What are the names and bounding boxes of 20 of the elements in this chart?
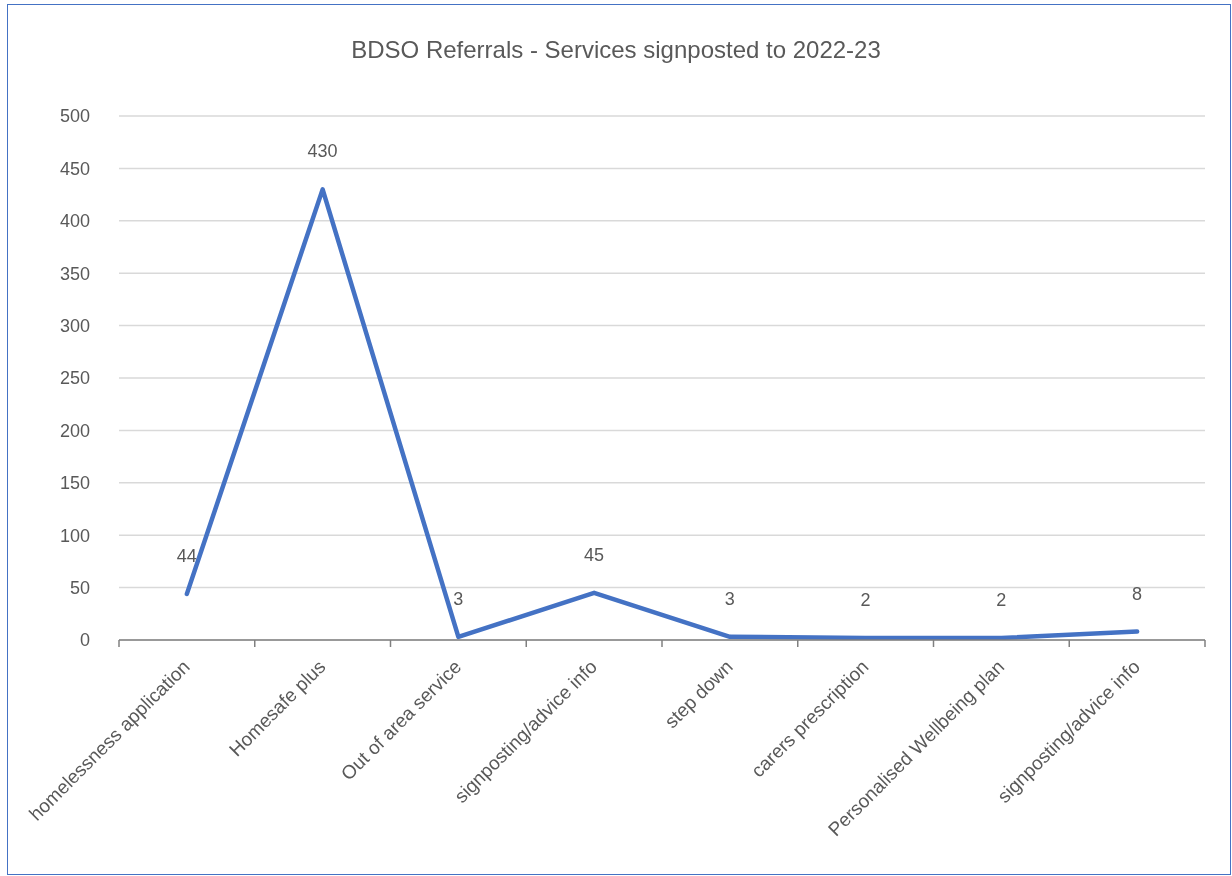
data-label: 2 bbox=[996, 589, 1007, 610]
y-tick-label: 150 bbox=[59, 473, 90, 494]
data-label: 430 bbox=[307, 141, 338, 162]
y-tick-label: 300 bbox=[59, 315, 90, 336]
y-tick-label: 500 bbox=[59, 106, 90, 127]
data-label: 45 bbox=[584, 544, 605, 565]
data-label: 44 bbox=[176, 545, 197, 566]
chart-title: BDSO Referrals - Services signposted to 2022-23 bbox=[350, 36, 882, 64]
data-label: 3 bbox=[453, 588, 464, 609]
data-label: 2 bbox=[860, 589, 871, 610]
y-tick-label: 400 bbox=[59, 211, 90, 232]
y-tick-label: 50 bbox=[69, 577, 90, 598]
y-tick-label: 250 bbox=[59, 368, 90, 389]
y-tick-label: 450 bbox=[59, 158, 90, 179]
data-label: 3 bbox=[724, 588, 735, 609]
y-tick-label: 350 bbox=[59, 263, 90, 284]
y-tick-label: 100 bbox=[59, 525, 90, 546]
y-tick-label: 200 bbox=[59, 420, 90, 441]
data-label: 8 bbox=[1132, 583, 1143, 604]
y-tick-label: 0 bbox=[79, 630, 90, 651]
